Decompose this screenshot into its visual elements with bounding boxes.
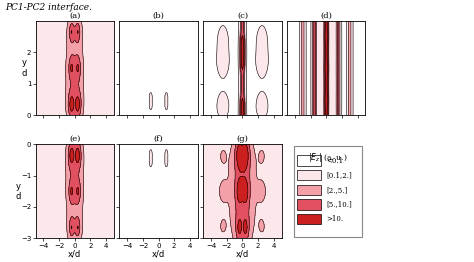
Title: (b): (b)	[153, 12, 164, 20]
Text: <0.1: <0.1	[326, 157, 344, 165]
Title: (e): (e)	[69, 135, 80, 143]
Text: >10.: >10.	[326, 215, 344, 223]
X-axis label: x/d: x/d	[236, 250, 249, 259]
Text: PC1-PC2 interface.: PC1-PC2 interface.	[5, 3, 92, 12]
Y-axis label: y
d: y d	[21, 58, 27, 78]
Title: (a): (a)	[69, 12, 80, 20]
Text: $|E_z|$ (a. u.): $|E_z|$ (a. u.)	[308, 151, 348, 164]
Title: (f): (f)	[154, 135, 164, 143]
Y-axis label: y
d: y d	[16, 182, 21, 201]
Bar	[297, 185, 321, 195]
Bar	[293, 146, 362, 237]
Bar	[297, 199, 321, 210]
Bar	[297, 214, 321, 224]
Text: [0.1,2.]: [0.1,2.]	[326, 171, 352, 179]
X-axis label: x/d: x/d	[68, 250, 81, 259]
Title: (d): (d)	[320, 12, 332, 20]
Title: (g): (g)	[237, 135, 248, 143]
Bar	[297, 155, 321, 166]
Text: [2.,5.]: [2.,5.]	[326, 186, 347, 194]
Bar	[297, 170, 321, 181]
X-axis label: x/d: x/d	[152, 250, 165, 259]
Title: (c): (c)	[237, 12, 248, 20]
Text: [5.,10.]: [5.,10.]	[326, 200, 352, 209]
